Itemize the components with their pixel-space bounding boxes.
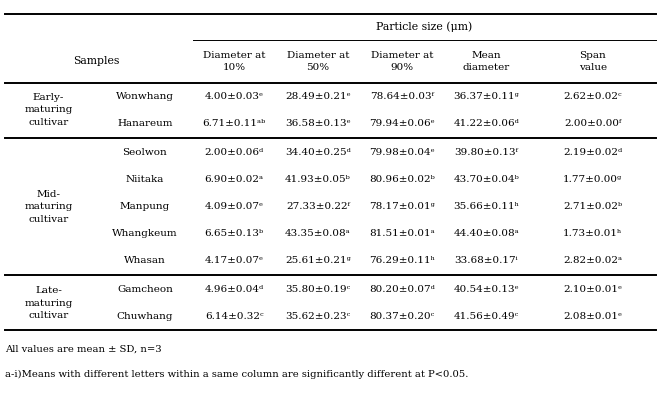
Text: 44.40±0.08ᵃ: 44.40±0.08ᵃ bbox=[453, 229, 519, 238]
Text: 2.10±0.01ᵉ: 2.10±0.01ᵉ bbox=[563, 285, 622, 294]
Text: 2.62±0.02ᶜ: 2.62±0.02ᶜ bbox=[563, 92, 622, 101]
Text: Whasan: Whasan bbox=[124, 256, 166, 265]
Text: Samples: Samples bbox=[73, 56, 120, 66]
Text: 36.58±0.13ᵉ: 36.58±0.13ᵉ bbox=[285, 119, 351, 128]
Text: Mid-
maturing
cultivar: Mid- maturing cultivar bbox=[24, 189, 73, 224]
Text: Particle size (μm): Particle size (μm) bbox=[376, 22, 472, 32]
Text: Hanareum: Hanareum bbox=[117, 119, 173, 128]
Text: 6.90±0.02ᵃ: 6.90±0.02ᵃ bbox=[205, 175, 263, 184]
Text: 80.37±0.20ᶜ: 80.37±0.20ᶜ bbox=[369, 312, 435, 321]
Text: Chuwhang: Chuwhang bbox=[117, 312, 173, 321]
Text: Early-
maturing
cultivar: Early- maturing cultivar bbox=[24, 92, 73, 127]
Text: 80.96±0.02ᵇ: 80.96±0.02ᵇ bbox=[369, 175, 435, 184]
Text: 34.40±0.25ᵈ: 34.40±0.25ᵈ bbox=[285, 148, 351, 157]
Text: 2.08±0.01ᵉ: 2.08±0.01ᵉ bbox=[563, 312, 622, 321]
Text: 41.93±0.05ᵇ: 41.93±0.05ᵇ bbox=[285, 175, 351, 184]
Text: 2.00±0.06ᵈ: 2.00±0.06ᵈ bbox=[204, 148, 264, 157]
Text: 35.62±0.23ᶜ: 35.62±0.23ᶜ bbox=[285, 312, 351, 321]
Text: 43.70±0.04ᵇ: 43.70±0.04ᵇ bbox=[453, 175, 519, 184]
Text: Wonwhang: Wonwhang bbox=[116, 92, 174, 101]
Text: Whangkeum: Whangkeum bbox=[112, 229, 177, 238]
Text: 1.77±0.00ᵍ: 1.77±0.00ᵍ bbox=[563, 175, 622, 184]
Text: 40.54±0.13ᵉ: 40.54±0.13ᵉ bbox=[453, 285, 519, 294]
Text: 6.65±0.13ᵇ: 6.65±0.13ᵇ bbox=[205, 229, 263, 238]
Text: 81.51±0.01ᵃ: 81.51±0.01ᵃ bbox=[369, 229, 435, 238]
Text: 76.29±0.11ʰ: 76.29±0.11ʰ bbox=[369, 256, 435, 265]
Text: 35.66±0.11ʰ: 35.66±0.11ʰ bbox=[453, 202, 519, 211]
Text: Seolwon: Seolwon bbox=[122, 148, 168, 157]
Text: Diameter at
10%: Diameter at 10% bbox=[203, 51, 265, 72]
Text: 43.35±0.08ᵃ: 43.35±0.08ᵃ bbox=[285, 229, 351, 238]
Text: 4.00±0.03ᵉ: 4.00±0.03ᵉ bbox=[205, 92, 263, 101]
Text: 1.73±0.01ʰ: 1.73±0.01ʰ bbox=[563, 229, 622, 238]
Text: 33.68±0.17ⁱ: 33.68±0.17ⁱ bbox=[454, 256, 518, 265]
Text: 28.49±0.21ᵉ: 28.49±0.21ᵉ bbox=[285, 92, 351, 101]
Text: 25.61±0.21ᵍ: 25.61±0.21ᵍ bbox=[285, 256, 351, 265]
Text: 2.00±0.00ᶠ: 2.00±0.00ᶠ bbox=[564, 119, 622, 128]
Text: 78.17±0.01ᵍ: 78.17±0.01ᵍ bbox=[369, 202, 435, 211]
Text: Span
value: Span value bbox=[579, 51, 606, 72]
Text: Manpung: Manpung bbox=[120, 202, 170, 211]
Text: 6.71±0.11ᵃᵇ: 6.71±0.11ᵃᵇ bbox=[202, 119, 266, 128]
Text: 27.33±0.22ᶠ: 27.33±0.22ᶠ bbox=[286, 202, 350, 211]
Text: 2.71±0.02ᵇ: 2.71±0.02ᵇ bbox=[563, 202, 622, 211]
Text: 41.56±0.49ᶜ: 41.56±0.49ᶜ bbox=[453, 312, 519, 321]
Text: 36.37±0.11ᵍ: 36.37±0.11ᵍ bbox=[453, 92, 519, 101]
Text: 79.94±0.06ᵉ: 79.94±0.06ᵉ bbox=[369, 119, 435, 128]
Text: Diameter at
50%: Diameter at 50% bbox=[286, 51, 350, 72]
Text: a-i)Means with different letters within a same column are significantly differen: a-i)Means with different letters within … bbox=[5, 370, 468, 379]
Text: 4.17±0.07ᵉ: 4.17±0.07ᵉ bbox=[205, 256, 263, 265]
Text: 35.80±0.19ᶜ: 35.80±0.19ᶜ bbox=[285, 285, 351, 294]
Text: 80.20±0.07ᵈ: 80.20±0.07ᵈ bbox=[369, 285, 435, 294]
Text: 79.98±0.04ᵉ: 79.98±0.04ᵉ bbox=[369, 148, 435, 157]
Text: 39.80±0.13ᶠ: 39.80±0.13ᶠ bbox=[454, 148, 518, 157]
Text: 41.22±0.06ᵈ: 41.22±0.06ᵈ bbox=[453, 119, 519, 128]
Text: Late-
maturing
cultivar: Late- maturing cultivar bbox=[24, 286, 73, 321]
Text: 2.19±0.02ᵈ: 2.19±0.02ᵈ bbox=[563, 148, 622, 157]
Text: Niitaka: Niitaka bbox=[125, 175, 164, 184]
Text: 4.96±0.04ᵈ: 4.96±0.04ᵈ bbox=[204, 285, 264, 294]
Text: 2.82±0.02ᵃ: 2.82±0.02ᵃ bbox=[563, 256, 622, 265]
Text: Gamcheon: Gamcheon bbox=[117, 285, 173, 294]
Text: 6.14±0.32ᶜ: 6.14±0.32ᶜ bbox=[205, 312, 263, 321]
Text: Diameter at
90%: Diameter at 90% bbox=[371, 51, 434, 72]
Text: Mean
diameter: Mean diameter bbox=[463, 51, 510, 72]
Text: 4.09±0.07ᵉ: 4.09±0.07ᵉ bbox=[205, 202, 263, 211]
Text: 78.64±0.03ᶠ: 78.64±0.03ᶠ bbox=[370, 92, 434, 101]
Text: All values are mean ± SD, n=3: All values are mean ± SD, n=3 bbox=[5, 344, 162, 353]
